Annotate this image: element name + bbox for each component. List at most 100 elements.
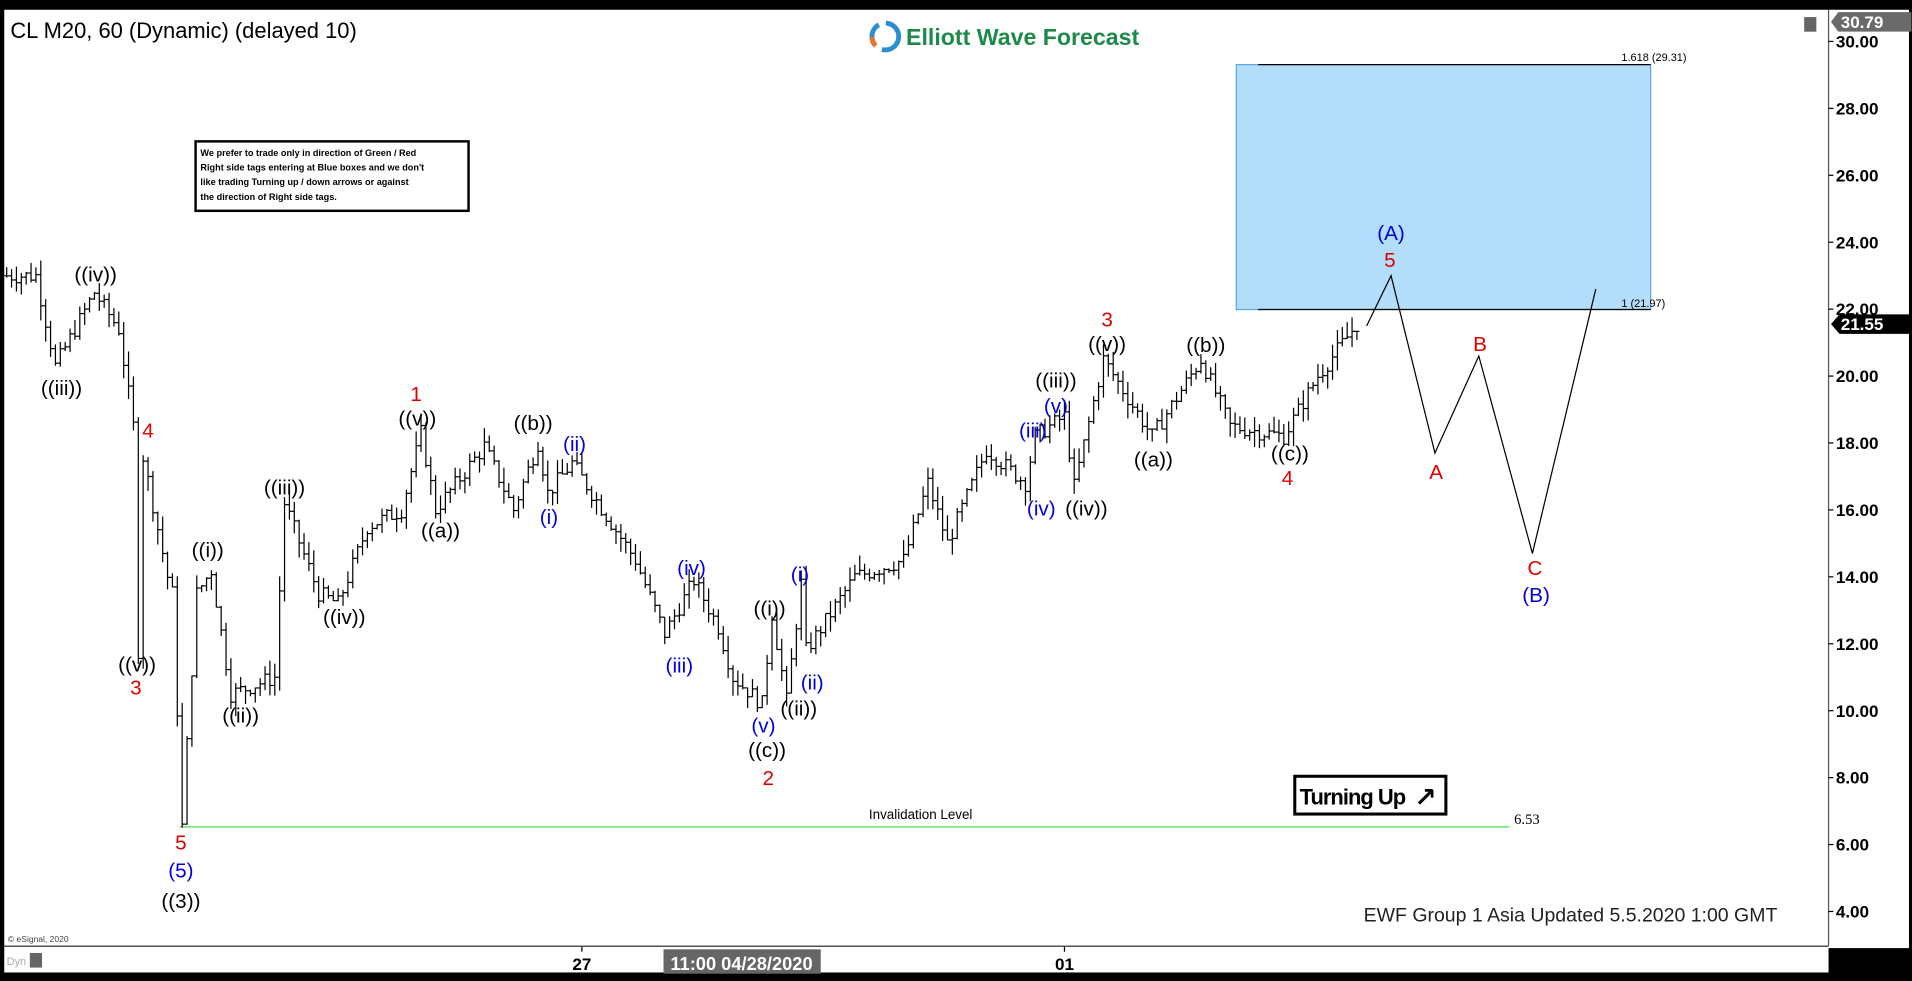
ohlc-bar xyxy=(842,586,848,608)
ohlc-bar xyxy=(1154,417,1160,431)
ohlc-bar xyxy=(48,320,53,357)
ohlc-bar xyxy=(964,488,970,507)
ohlc-bar xyxy=(511,495,517,518)
trading-notice: We prefer to trade only in direction of … xyxy=(194,140,470,213)
ohlc-bar xyxy=(301,533,307,560)
projection-path xyxy=(1366,273,1597,554)
wave-label: ((v)) xyxy=(118,653,156,676)
ohlc-bar xyxy=(321,577,326,604)
notice-line: Right side tags entering at Blue boxes a… xyxy=(200,163,424,173)
invalidation-label: Invalidation Level xyxy=(869,807,973,822)
ohlc-bar xyxy=(87,297,92,313)
ohlc-bar xyxy=(1169,399,1175,419)
ohlc-bar xyxy=(1086,416,1092,453)
dyn-label[interactable]: Dyn xyxy=(7,956,26,968)
ohlc-bar xyxy=(204,577,209,592)
ohlc-bar xyxy=(438,495,443,523)
ohlc-bar xyxy=(871,571,877,580)
ohlc-bar xyxy=(891,561,897,576)
ohlc-bar xyxy=(555,460,560,505)
ohlc-bar xyxy=(394,507,400,533)
ohlc-bar xyxy=(569,455,575,477)
ohlc-bar xyxy=(1164,409,1170,444)
ohlc-bar xyxy=(750,679,755,698)
chart-options-icon[interactable] xyxy=(1804,17,1817,32)
ohlc-bar xyxy=(501,467,507,504)
ohlc-bar xyxy=(881,567,887,585)
ohlc-bar xyxy=(789,648,794,694)
ohlc-bar xyxy=(57,341,63,367)
ohlc-bar xyxy=(559,459,565,475)
ohlc-bar xyxy=(589,485,595,508)
ohlc-bar xyxy=(1013,464,1019,484)
ohlc-bar xyxy=(457,468,463,490)
ohlc-bar xyxy=(628,538,634,566)
ohlc-bar xyxy=(145,457,151,491)
chart-title: CL M20, 60 (Dynamic) (delayed 10) xyxy=(10,18,356,43)
y-tick-label: 8.00 xyxy=(1836,769,1869,788)
ohlc-bar xyxy=(1334,330,1340,371)
wave-label: 1 xyxy=(410,383,422,406)
ohlc-bar xyxy=(184,736,190,825)
time-axis[interactable] xyxy=(4,946,1829,973)
lock-icon[interactable] xyxy=(29,952,43,968)
wave-label: ((iii)) xyxy=(264,477,305,500)
ohlc-bar xyxy=(745,687,751,708)
ohlc-bar xyxy=(1257,424,1262,449)
ohlc-bar xyxy=(1130,392,1136,414)
ohlc-bar xyxy=(774,612,780,651)
ohlc-bar xyxy=(155,511,161,545)
ohlc-bar xyxy=(798,570,804,641)
wave-label: ((iv)) xyxy=(74,264,117,287)
ohlc-bar xyxy=(862,563,868,580)
ohlc-bar xyxy=(886,568,892,573)
ohlc-bar xyxy=(1052,413,1058,428)
ohlc-bar xyxy=(530,457,536,474)
ohlc-bar xyxy=(350,549,356,589)
blue-target-box xyxy=(1235,63,1652,311)
ohlc-bar xyxy=(360,527,365,556)
ohlc-bar xyxy=(759,695,765,709)
ohlc-bar xyxy=(150,471,156,522)
wave-label: ((a)) xyxy=(421,519,460,542)
ohlc-bar xyxy=(52,344,58,366)
ewf-logo: Elliott Wave Forecast xyxy=(869,20,1140,53)
ohlc-bar xyxy=(106,292,112,328)
ohlc-bar xyxy=(706,588,712,623)
ohlc-bar xyxy=(672,609,677,630)
ohlc-bar xyxy=(1261,434,1267,448)
ohlc-bar xyxy=(477,451,482,473)
wave-label: ((v)) xyxy=(1088,333,1126,356)
invalidation-value: 6.53 xyxy=(1514,812,1540,828)
ohlc-bar xyxy=(1252,416,1258,447)
ohlc-bar xyxy=(1110,351,1116,381)
ohlc-bar xyxy=(540,446,546,482)
ohlc-bar xyxy=(282,497,287,602)
wave-label: (ii) xyxy=(801,672,824,695)
ohlc-bar xyxy=(1300,390,1306,422)
ohlc-bar xyxy=(491,445,497,465)
ohlc-bar xyxy=(764,654,770,705)
fib-1618-label: 1.618 (29.31) xyxy=(1621,52,1686,64)
price-axis[interactable] xyxy=(1828,9,1909,949)
ohlc-bar xyxy=(257,678,263,697)
notice-line: the direction of Right side tags. xyxy=(200,192,336,202)
ohlc-bar xyxy=(876,569,882,582)
ohlc-bar xyxy=(637,551,643,575)
ohlc-bar xyxy=(247,689,253,697)
wave-label: ((iv)) xyxy=(1065,497,1108,520)
ohlc-bar xyxy=(408,468,414,503)
ohlc-bar xyxy=(228,658,234,709)
ohlc-bar xyxy=(165,551,170,590)
ohlc-bar xyxy=(126,351,131,400)
ohlc-bar xyxy=(1339,326,1345,347)
ohlc-bar xyxy=(23,271,29,285)
ohlc-bar xyxy=(730,665,736,696)
wave-label: (B) xyxy=(1522,584,1550,607)
ohlc-bar xyxy=(291,501,297,534)
ohlc-bar xyxy=(1237,416,1243,434)
ohlc-bar xyxy=(233,683,239,717)
ohlc-bar xyxy=(462,472,468,494)
ohlc-bar xyxy=(169,573,175,588)
